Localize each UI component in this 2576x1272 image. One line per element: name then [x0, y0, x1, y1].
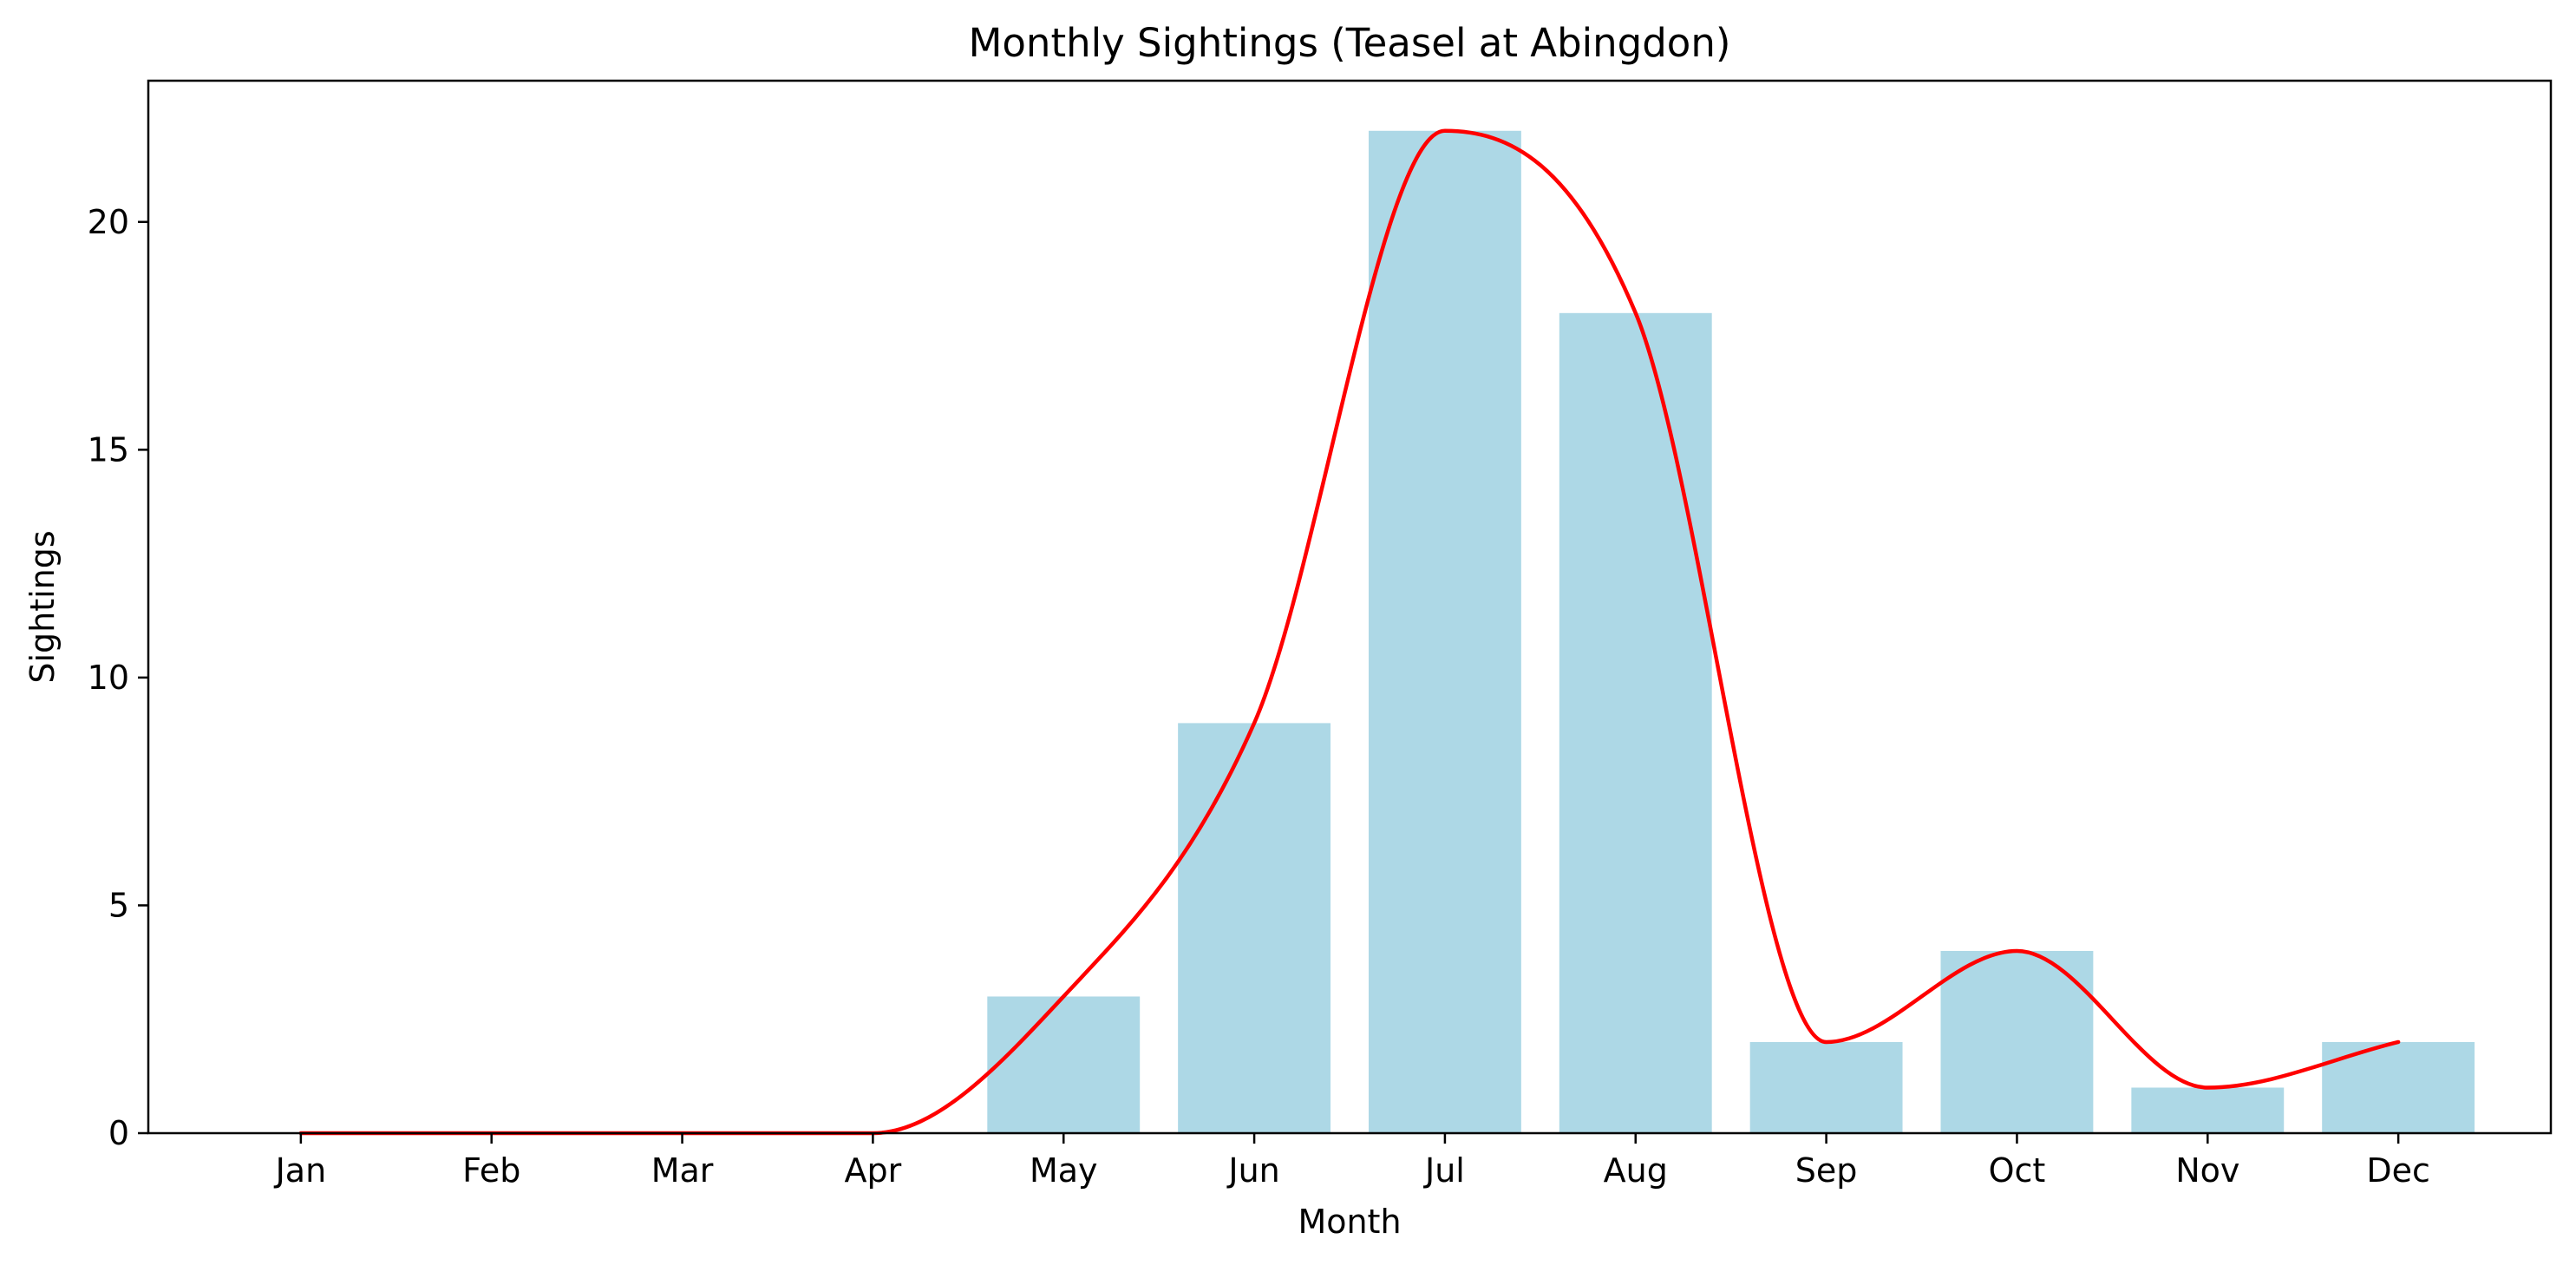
x-tick-label-oct: Oct	[1989, 1151, 2046, 1190]
bar-oct	[1940, 950, 2094, 1133]
x-tick-label-jul: Jul	[1423, 1151, 1465, 1190]
x-tick-label-apr: Apr	[845, 1151, 902, 1190]
bar-jun	[1178, 723, 1331, 1133]
bar-nov	[2131, 1087, 2285, 1133]
y-tick-label-20: 20	[88, 203, 129, 241]
x-tick-label-dec: Dec	[2366, 1151, 2430, 1190]
bar-may	[987, 996, 1141, 1133]
x-tick-label-jun: Jun	[1226, 1151, 1279, 1190]
x-axis: Jan Feb Mar Apr May Jun Jul Aug Sep Oct Nov Dec	[274, 1133, 2430, 1190]
y-axis-label: Sightings	[23, 530, 62, 683]
x-tick-label-sep: Sep	[1795, 1151, 1858, 1190]
y-tick-label-5: 5	[108, 886, 129, 924]
x-tick-label-mar: Mar	[651, 1151, 714, 1190]
bar-aug	[1559, 312, 1712, 1134]
x-tick-label-aug: Aug	[1604, 1151, 1668, 1190]
x-tick-label-feb: Feb	[462, 1151, 520, 1190]
chart-title: Monthly Sightings (Teasel at Abingdon)	[969, 20, 1731, 66]
bar-series	[987, 130, 2475, 1134]
x-tick-label-may: May	[1030, 1151, 1098, 1190]
y-tick-label-10: 10	[88, 659, 129, 697]
y-axis: 0 5 10 15 20	[88, 203, 148, 1152]
y-tick-label-0: 0	[108, 1114, 129, 1152]
x-tick-label-jan: Jan	[274, 1151, 327, 1190]
y-tick-label-15: 15	[88, 430, 129, 469]
x-axis-label: Month	[1298, 1203, 1401, 1241]
bar-sep	[1749, 1041, 1903, 1133]
x-tick-label-nov: Nov	[2175, 1151, 2239, 1190]
plot-frame	[147, 79, 2553, 1135]
bar-jul	[1368, 130, 1521, 1133]
